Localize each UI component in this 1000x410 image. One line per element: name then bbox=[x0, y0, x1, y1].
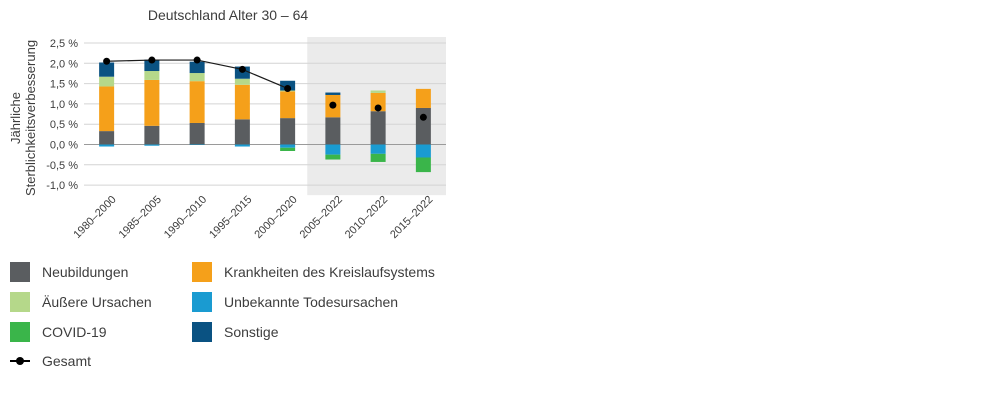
bar-segment bbox=[189, 61, 205, 74]
bar-segment bbox=[280, 118, 296, 145]
bar-segment bbox=[234, 78, 250, 85]
bar-segment bbox=[99, 62, 115, 77]
bar-segment bbox=[280, 147, 296, 151]
total-point bbox=[148, 56, 156, 64]
y-axis-label-line-1: Jährliche bbox=[8, 92, 23, 144]
bar-segment bbox=[189, 81, 205, 123]
bar-segment bbox=[234, 84, 250, 120]
bar-segment bbox=[99, 144, 115, 147]
bar-segment bbox=[189, 144, 205, 145]
bar-segment bbox=[144, 59, 160, 72]
bar-segment bbox=[234, 119, 250, 145]
bar-segment bbox=[99, 86, 115, 132]
chart-title: Deutschland Alter 30 – 64 bbox=[148, 7, 309, 23]
bar-segment bbox=[280, 91, 296, 119]
x-axis-ticks: 1980–20001985–20051990–20101995–20152000… bbox=[71, 194, 435, 241]
x-tick-label: 1990–2010 bbox=[162, 194, 209, 241]
y-axis-label: Jährliche Sterblichkeitsverbesserung bbox=[8, 40, 38, 196]
bar-segment bbox=[144, 79, 160, 126]
bar-segment bbox=[325, 92, 341, 95]
total-point bbox=[238, 65, 246, 73]
bar-stacks bbox=[99, 59, 431, 173]
y-tick-label: 0,0 % bbox=[50, 140, 78, 152]
total-point bbox=[419, 113, 427, 121]
x-tick-label: 1985–2005 bbox=[117, 194, 164, 241]
bar-segment bbox=[370, 92, 386, 112]
bar-segment bbox=[189, 122, 205, 145]
bar-segment bbox=[144, 71, 160, 80]
bar-segment bbox=[415, 88, 431, 108]
total-point bbox=[374, 104, 382, 112]
bar-segment bbox=[370, 111, 386, 145]
grid-lines bbox=[84, 42, 446, 186]
x-tick-label: 2005–2022 bbox=[298, 194, 345, 241]
bar-segment bbox=[415, 144, 431, 158]
bar-segment bbox=[370, 90, 386, 93]
total-line bbox=[103, 56, 427, 121]
bar-segment bbox=[144, 144, 160, 146]
bar-segment bbox=[370, 153, 386, 162]
x-tick-label: 1980–2000 bbox=[71, 194, 118, 241]
x-tick-label: 2015–2022 bbox=[388, 194, 435, 241]
y-axis-ticks: -1,0 % -0,5 % 0,0 % 0,5 % 1,0 % 1,5 % 2,0 % 2,5… bbox=[46, 38, 78, 192]
y-tick-label: 0,5 % bbox=[50, 119, 78, 131]
bar-segment bbox=[234, 144, 250, 147]
x-tick-label: 2010–2022 bbox=[343, 194, 390, 241]
y-tick-label: 1,0 % bbox=[50, 99, 78, 111]
bar-segment bbox=[280, 144, 296, 148]
y-tick-label: 1,5 % bbox=[50, 79, 78, 91]
x-tick-label: 2000–2020 bbox=[252, 194, 299, 241]
y-axis-label-line-2: Sterblichkeitsverbesserung bbox=[23, 40, 38, 196]
x-tick-label: 1995–2015 bbox=[207, 194, 254, 241]
bar-segment bbox=[99, 131, 115, 145]
y-tick-label: -1,0 % bbox=[46, 180, 78, 192]
bar-segment bbox=[325, 144, 341, 155]
y-tick-label: -0,5 % bbox=[46, 160, 78, 172]
total-point bbox=[103, 57, 111, 65]
bar-segment bbox=[415, 157, 431, 173]
total-point bbox=[284, 84, 292, 92]
bar-segment bbox=[99, 76, 115, 87]
bar-segment bbox=[189, 73, 205, 82]
y-tick-label: 2,0 % bbox=[50, 58, 78, 70]
bar-segment bbox=[144, 125, 160, 145]
bar-segment bbox=[415, 107, 431, 145]
total-point bbox=[329, 101, 337, 109]
bar-segment bbox=[370, 144, 386, 154]
y-tick-label: 2,5 % bbox=[50, 38, 78, 50]
bar-segment bbox=[325, 154, 341, 160]
bar-segment bbox=[325, 117, 341, 145]
total-point bbox=[193, 56, 201, 64]
